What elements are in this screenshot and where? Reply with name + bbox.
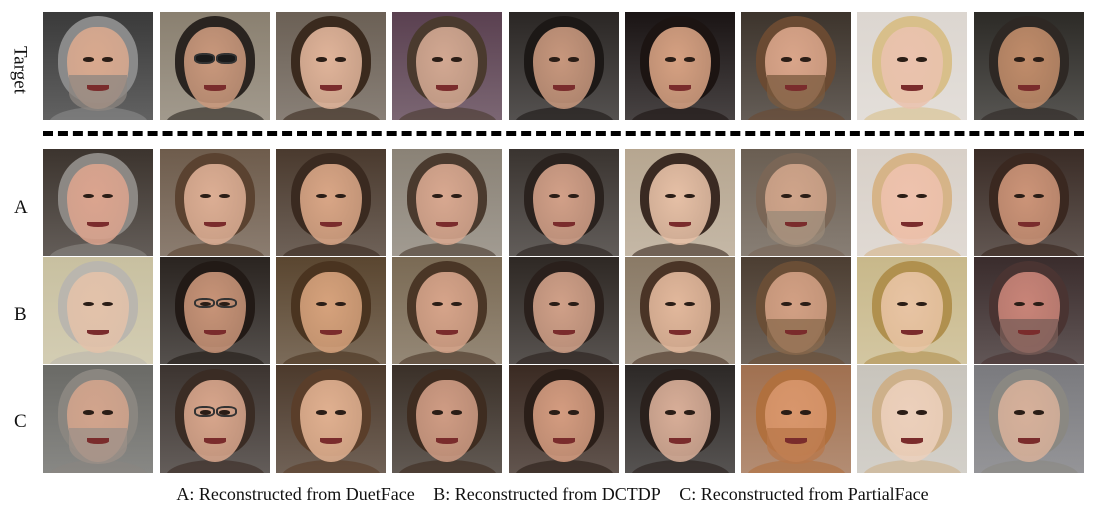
face-image-c-5 [509,365,619,473]
row-label-b: B [14,304,27,325]
face-image-c-3 [276,365,386,473]
face-image-a-7 [741,149,851,256]
face-image-target-6 [625,12,735,120]
face-image-b-7 [741,257,851,364]
row-label-a: A [14,197,28,218]
face-image-a-5 [509,149,619,256]
face-image-target-9 [974,12,1084,120]
face-image-b-9 [974,257,1084,364]
caption-a: A: Reconstructed from DuetFace [176,484,415,504]
face-image-a-4 [392,149,502,256]
figure-caption: A: Reconstructed from DuetFace B: Recons… [0,484,1105,505]
face-image-a-2 [160,149,270,256]
face-image-c-8 [857,365,967,473]
row-label-c: C [14,411,27,432]
face-image-target-7 [741,12,851,120]
face-image-c-9 [974,365,1084,473]
face-image-a-6 [625,149,735,256]
face-image-a-3 [276,149,386,256]
face-image-target-5 [509,12,619,120]
caption-b: B: Reconstructed from DCTDP [433,484,661,504]
face-image-target-1 [43,12,153,120]
face-image-b-6 [625,257,735,364]
face-image-c-7 [741,365,851,473]
face-image-b-2 [160,257,270,364]
face-image-c-6 [625,365,735,473]
face-image-b-8 [857,257,967,364]
face-image-c-2 [160,365,270,473]
face-image-target-4 [392,12,502,120]
caption-c: C: Reconstructed from PartialFace [679,484,929,504]
face-image-a-9 [974,149,1084,256]
face-image-target-2 [160,12,270,120]
face-image-b-4 [392,257,502,364]
face-image-b-1 [43,257,153,364]
face-image-a-8 [857,149,967,256]
face-image-c-1 [43,365,153,473]
face-image-target-3 [276,12,386,120]
dashed-divider [43,131,1084,136]
face-image-a-1 [43,149,153,256]
face-image-b-3 [276,257,386,364]
face-image-target-8 [857,12,967,120]
face-image-c-4 [392,365,502,473]
face-image-b-5 [509,257,619,364]
row-label-target: Target [9,46,31,94]
